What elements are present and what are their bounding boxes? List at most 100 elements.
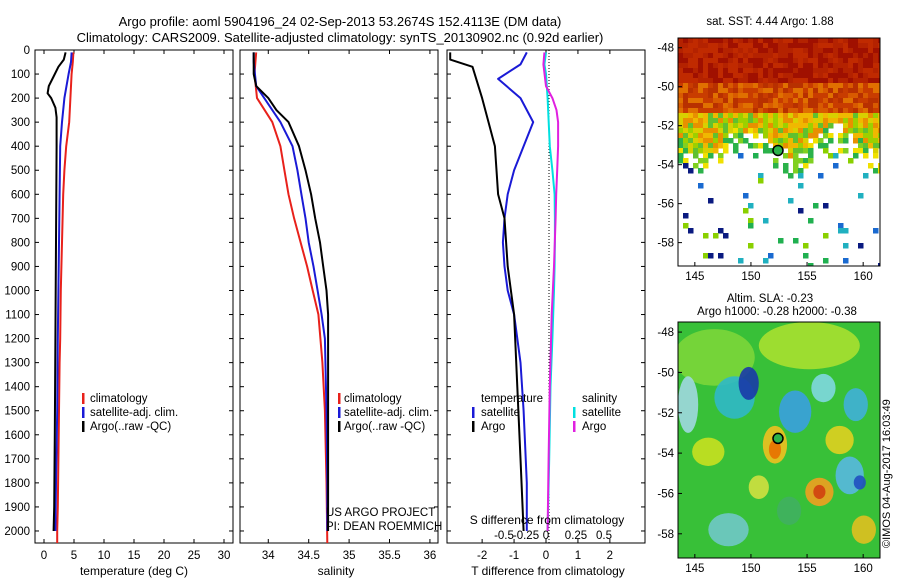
sst-cell	[718, 113, 724, 119]
sst-cell	[708, 93, 714, 99]
sst-cell	[758, 53, 764, 59]
sst-cell	[718, 48, 724, 54]
lat-tick-label: -54	[657, 448, 674, 460]
sst-cell	[688, 68, 694, 74]
sst-cell	[678, 128, 684, 134]
sst-cell	[748, 83, 754, 89]
sst-cell	[773, 68, 779, 74]
sst-cell	[818, 63, 824, 69]
sst-cell	[828, 93, 834, 99]
sst-cell	[803, 73, 809, 79]
sst-cell	[773, 138, 779, 144]
sst-cell	[748, 123, 754, 129]
sst-cell	[793, 73, 799, 79]
sst-cell	[713, 233, 719, 239]
sst-cell	[788, 133, 794, 139]
sst-cell	[723, 233, 729, 239]
sst-cell	[808, 53, 814, 59]
sst-cell	[768, 78, 774, 84]
sst-cell	[738, 98, 744, 104]
lat-tick-label: -52	[657, 408, 674, 420]
sst-cell	[873, 148, 879, 154]
sst-cell	[793, 83, 799, 89]
sst-cell	[683, 48, 689, 54]
sst-cell	[733, 68, 739, 74]
sst-cell	[778, 128, 784, 134]
sst-cell	[863, 53, 869, 59]
sst-cell	[763, 93, 769, 99]
sst-cell	[868, 143, 874, 149]
sst-cell	[728, 118, 734, 124]
temperature-frame	[34, 49, 234, 544]
sst-cell	[813, 138, 819, 144]
sst-cell	[748, 143, 754, 149]
sst-cell	[858, 88, 864, 94]
sst-cell	[733, 123, 739, 129]
legend-label-climatology: climatology	[344, 393, 402, 405]
sst-cell	[748, 73, 754, 79]
sst-cell	[708, 48, 714, 54]
legend-label-satellite: satellite-adj. clim.	[90, 407, 178, 419]
sst-cell	[698, 93, 704, 99]
sst-cell	[733, 58, 739, 64]
sst-cell	[788, 48, 794, 54]
sst-cell	[843, 258, 849, 264]
sst-cell	[878, 123, 880, 129]
sst-cell	[783, 108, 789, 114]
sst-cell	[703, 148, 709, 154]
sst-cell	[798, 158, 804, 164]
sst-cell	[848, 98, 854, 104]
sst-cell	[858, 123, 864, 129]
sst-cell	[828, 98, 834, 104]
sst-cell	[733, 83, 739, 89]
sst-cell	[878, 128, 880, 134]
sst-cell	[783, 103, 789, 109]
sst-cell	[813, 38, 819, 44]
sst-cell	[688, 98, 694, 104]
sst-cell	[828, 58, 834, 64]
sst-cell	[863, 63, 869, 69]
series-line	[497, 51, 535, 531]
sst-cell	[863, 93, 869, 99]
sst-cell	[843, 123, 849, 129]
sst-cell	[778, 68, 784, 74]
sst-cell	[868, 63, 874, 69]
sst-cell	[868, 123, 874, 129]
sst-cell	[778, 88, 784, 94]
sst-cell	[758, 83, 764, 89]
sst-cell	[878, 78, 880, 84]
depth-tick-labels: 0 100 200 300 400 500 600 700 800 900 1000 1100 1200…	[4, 45, 30, 538]
sst-cell	[778, 78, 784, 84]
sst-cell	[683, 78, 689, 84]
sst-cell	[858, 48, 864, 54]
sst-cell	[753, 123, 759, 129]
sst-cell	[708, 118, 714, 124]
sla-anomaly	[678, 376, 699, 433]
sst-cell	[878, 73, 880, 79]
sst-cell	[793, 238, 799, 244]
sst-cell	[693, 133, 699, 139]
sst-cell	[858, 73, 864, 79]
sst-cell	[723, 88, 729, 94]
s-tick-label: -0.25	[513, 530, 539, 542]
sst-cell	[818, 68, 824, 74]
sst-map-panel: sat. SST: 4.44 Argo: 1.88 -48 -50 -52 -54 -5…	[657, 16, 881, 283]
sst-cell	[853, 108, 859, 114]
legend-swatch-temperature-argo	[472, 421, 475, 432]
sst-cell	[723, 73, 729, 79]
sst-cell	[778, 43, 784, 49]
sst-cell	[868, 78, 874, 84]
sst-cell	[683, 108, 689, 114]
sst-cell	[843, 243, 849, 249]
sst-cell	[758, 173, 764, 179]
sst-cell	[798, 83, 804, 89]
sst-cell	[683, 223, 689, 229]
sst-cell	[773, 163, 779, 169]
sst-cell	[818, 73, 824, 79]
sst-cell	[848, 103, 854, 109]
sst-cell	[698, 53, 704, 59]
sst-cell	[848, 128, 854, 134]
sst-cell	[688, 88, 694, 94]
sst-cell	[688, 43, 694, 49]
sst-cell	[683, 103, 689, 109]
